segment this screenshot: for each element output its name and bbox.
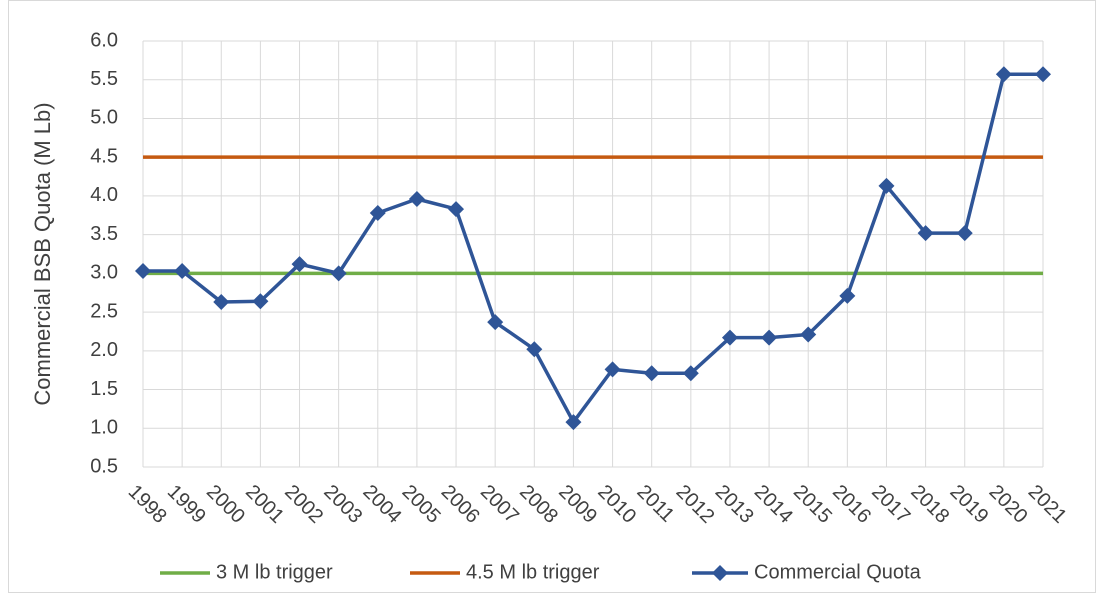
data-point (565, 414, 582, 431)
data-point (252, 293, 269, 310)
data-point (956, 225, 973, 242)
y-tick-label: 1.5 (90, 378, 118, 400)
y-axis-label: Commercial BSB Quota (M Lb) (30, 102, 55, 405)
data-point (761, 329, 778, 346)
y-tick-label: 2.0 (90, 339, 118, 361)
y-tick-label: 4.5 (90, 145, 118, 167)
data-point (682, 365, 699, 382)
data-point (448, 201, 465, 218)
legend-label: 3 M lb trigger (216, 561, 333, 583)
y-tick-label: 6.0 (90, 29, 118, 51)
data-point (174, 263, 191, 280)
data-point (721, 329, 738, 346)
data-point (526, 341, 543, 358)
data-point (878, 177, 895, 194)
data-point (408, 191, 425, 208)
legend-label: Commercial Quota (754, 561, 922, 583)
y-tick-label: 5.0 (90, 107, 118, 129)
chart-border (8, 0, 1096, 593)
legend-marker (712, 565, 728, 581)
data-point (213, 294, 230, 311)
data-point (917, 225, 934, 242)
data-point (135, 263, 151, 280)
legend-label: 4.5 M lb trigger (466, 561, 600, 583)
data-point (839, 287, 856, 304)
data-point (604, 361, 621, 378)
data-point (291, 256, 308, 273)
data-point (995, 66, 1012, 83)
y-tick-label: 5.5 (90, 68, 118, 90)
data-point (1035, 66, 1051, 83)
data-point (330, 265, 347, 282)
y-tick-label: 2.5 (90, 300, 118, 322)
y-tick-label: 3.0 (90, 262, 118, 284)
data-point (487, 314, 504, 331)
data-point (369, 204, 386, 221)
data-point (800, 326, 817, 343)
y-tick-label: 3.5 (90, 223, 118, 245)
data-point (643, 365, 660, 382)
series-line (143, 72, 1043, 424)
y-tick-label: 0.5 (90, 455, 118, 477)
y-tick-label: 1.0 (90, 417, 118, 439)
y-tick-label: 4.0 (90, 184, 118, 206)
